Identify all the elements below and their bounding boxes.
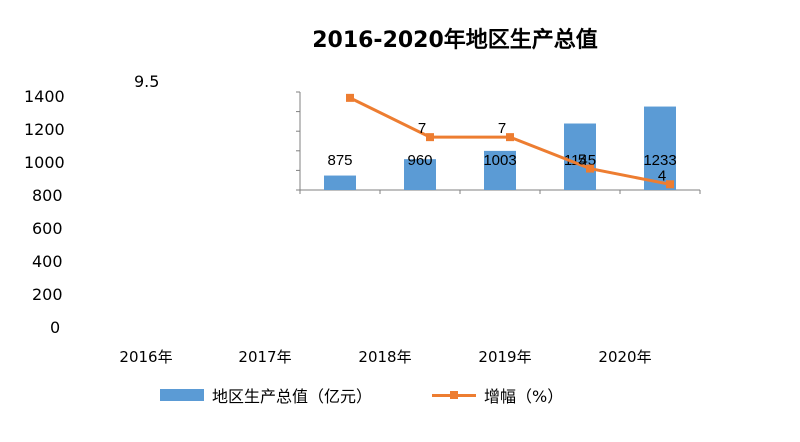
line-marker [586, 164, 594, 173]
y-tick-label: 0 [50, 318, 61, 337]
line-marker [426, 133, 434, 142]
legend-bar-swatch [160, 389, 204, 401]
bar-data-label: 1003 [483, 152, 516, 169]
bar [404, 159, 436, 190]
y-tick-label: 200 [32, 285, 63, 304]
legend-item-line: 增幅（%） [432, 383, 563, 407]
y-tick-label: 1200 [24, 120, 65, 139]
y-tick-label: 1400 [24, 87, 65, 106]
bar-data-label: 1233 [643, 152, 676, 169]
y-tick-label: 400 [32, 252, 63, 271]
y-tick-label: 600 [32, 219, 63, 238]
chart-title: 2016-2020年地区生产总值 [312, 28, 598, 53]
line-marker [666, 180, 674, 189]
bar [564, 123, 596, 190]
x-tick-label: 2020年 [598, 348, 652, 366]
x-tick-label: 2019年 [478, 348, 532, 366]
bar [644, 106, 676, 190]
line-marker [506, 133, 514, 142]
line-data-label: 7 [418, 120, 426, 137]
legend-item-bar: 地区生产总值（亿元） [160, 383, 372, 407]
bar-data-label: 875 [327, 152, 352, 169]
legend: 地区生产总值（亿元） 增幅（%） [0, 383, 800, 413]
legend-line-swatch [432, 389, 476, 401]
x-tick-label: 2017年 [238, 348, 292, 366]
line-marker [346, 93, 354, 102]
bar [324, 175, 356, 190]
x-tick-label: 2018年 [358, 348, 412, 366]
line-data-label: 7 [498, 120, 506, 137]
bar [484, 150, 516, 190]
line-data-label: 5 [578, 152, 586, 169]
legend-label: 增幅（%） [484, 387, 564, 406]
stray-data-label: 9.5 [134, 72, 160, 91]
bar-data-label: 960 [407, 152, 432, 169]
y-tick-label: 1000 [24, 153, 65, 172]
x-tick-label: 2016年 [119, 348, 173, 366]
legend-label: 地区生产总值（亿元） [212, 387, 373, 406]
y-tick-label: 800 [32, 186, 63, 205]
line-data-label: 4 [658, 167, 666, 184]
